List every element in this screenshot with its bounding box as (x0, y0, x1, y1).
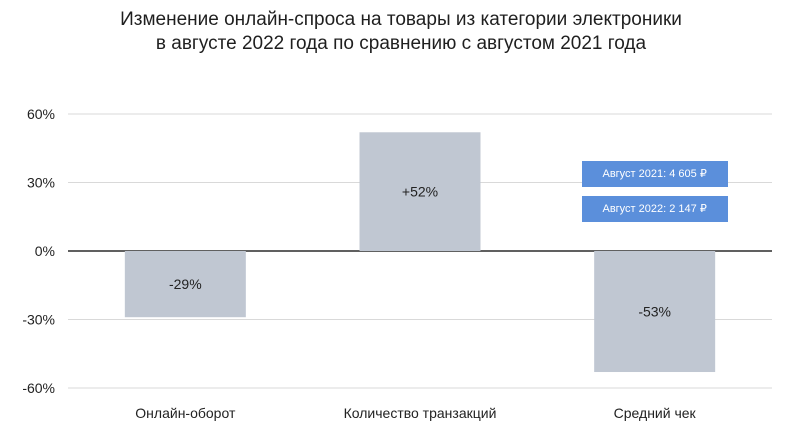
y-tick-label: -30% (22, 312, 55, 328)
bars (124, 132, 716, 373)
category-label: Онлайн-оборот (135, 405, 236, 421)
x-axis-category-labels: Онлайн-оборот Количество транзакций Средни… (135, 405, 696, 421)
y-tick-label: -60% (22, 380, 55, 396)
chart-title: Изменение онлайн-спроса на товары из кат… (0, 8, 802, 56)
annotation-badge-2022: Август 2022: 2 147 ₽ (581, 195, 728, 222)
y-tick-label: 60% (27, 106, 55, 122)
bar-value-label: +52% (402, 184, 438, 200)
bar (359, 132, 481, 251)
category-label: Средний чек (614, 405, 697, 421)
annotation-badge-2021: Август 2021: 4 605 ₽ (581, 160, 728, 187)
category-label: Количество транзакций (344, 405, 497, 421)
chart-title-line-1: Изменение онлайн-спроса на товары из кат… (120, 9, 682, 30)
bar (124, 251, 246, 318)
bar (594, 251, 716, 373)
bar-value-label: -53% (638, 304, 671, 320)
data-labels: -29% +52% -53% (169, 184, 671, 320)
chart-title-line-2: в августе 2022 года по сравнению с авгус… (155, 33, 647, 54)
y-tick-label: 0% (35, 243, 55, 259)
bar-value-label: -29% (169, 276, 202, 292)
y-tick-label: 30% (27, 175, 55, 191)
y-axis-tick-labels: 60% 30% 0% -30% -60% (22, 106, 55, 396)
